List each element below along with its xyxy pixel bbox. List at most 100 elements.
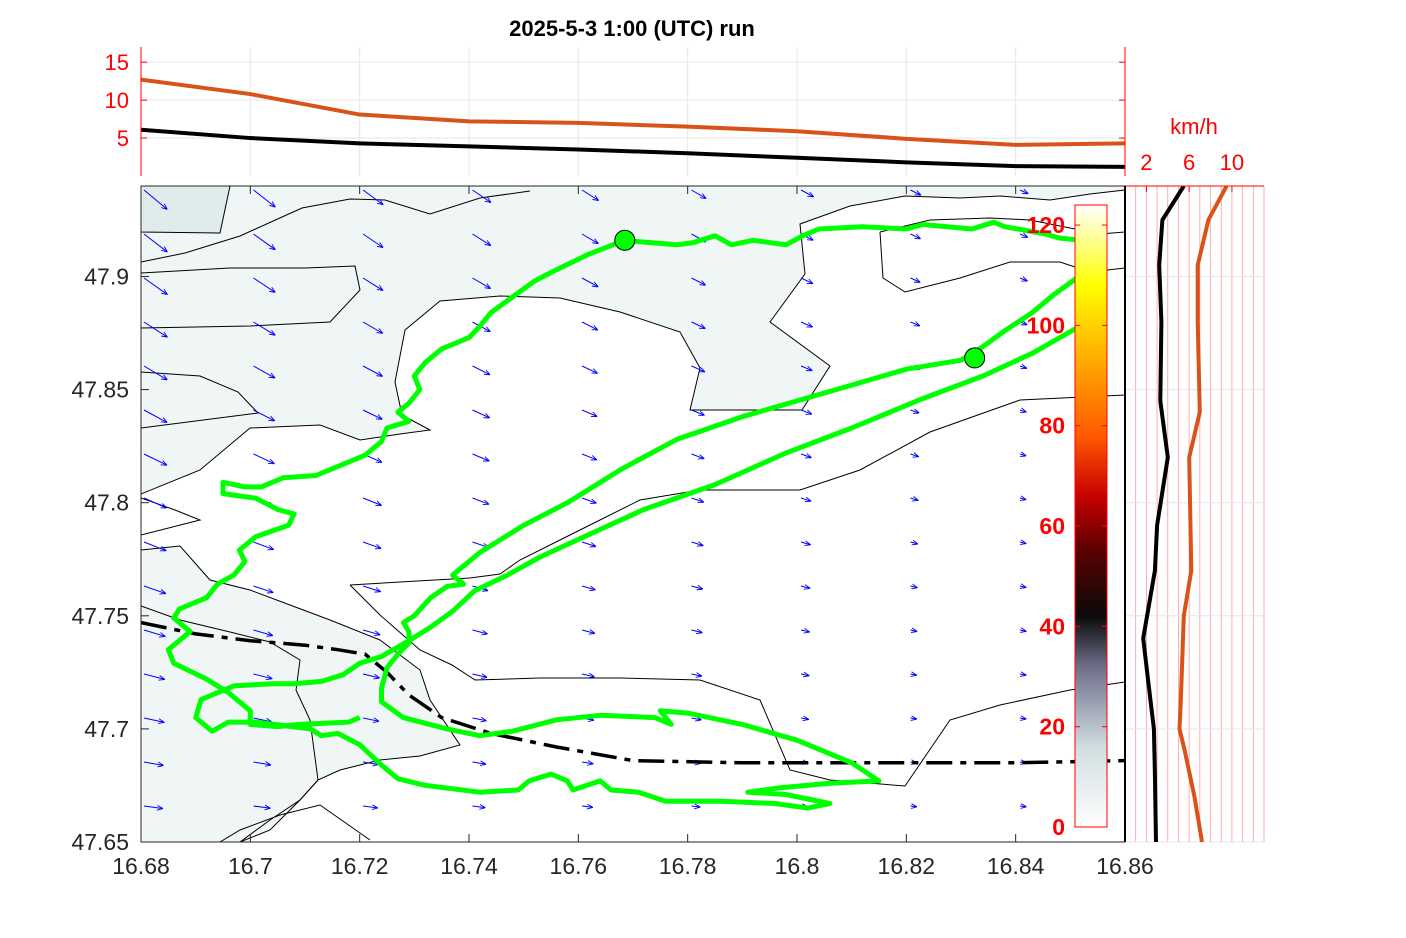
- wind-arrow: [910, 410, 919, 413]
- wind-arrow: [800, 718, 808, 719]
- wind-arrow: [691, 189, 706, 198]
- wind-arrow: [581, 806, 592, 807]
- right-series-group: [1141, 186, 1229, 842]
- top-series-line: [141, 77, 1125, 147]
- wind-arrow: [581, 674, 594, 677]
- wind-arrow: [691, 497, 704, 502]
- wind-arrow: [143, 277, 167, 294]
- map-x-tick-label: 16.86: [1096, 853, 1154, 879]
- wind-arrow: [581, 497, 596, 503]
- wind-arrow: [472, 806, 485, 808]
- wind-arrow: [143, 453, 166, 465]
- wind-arrow: [362, 277, 383, 290]
- wind-arrow: [362, 718, 379, 721]
- wind-arrow: [143, 761, 163, 765]
- wind-arrow: [472, 409, 490, 418]
- wind-arrow: [691, 718, 701, 720]
- top-y-tick-label: 5: [117, 126, 129, 151]
- map-shading: [141, 186, 1125, 842]
- map-ticks: 16.68 16.7 16.72 16.74 16.76 16.78 16.8 16.82 16…: [71, 186, 1154, 879]
- wind-arrow: [691, 674, 702, 676]
- map-y-tick-label: 47.8: [84, 490, 129, 516]
- wind-arrow: [253, 189, 275, 207]
- wind-arrow: [253, 277, 275, 292]
- wind-arrow: [143, 365, 167, 380]
- wind-arrow: [581, 453, 596, 460]
- wind-arrow: [581, 585, 595, 590]
- wind-arrow: [472, 629, 488, 634]
- map-axes: 16.68 16.7 16.72 16.74 16.76 16.78 16.8 16.82 16…: [71, 185, 1154, 879]
- wind-arrow: [581, 233, 598, 243]
- wind-arrow: [910, 542, 918, 544]
- wind-arrow: [581, 630, 595, 633]
- wind-arrow: [581, 365, 597, 373]
- colorbar-tick-label: 100: [1027, 312, 1065, 338]
- wind-arrow: [253, 585, 273, 592]
- wind-arrow: [800, 454, 811, 458]
- shaded-pocket: [141, 186, 231, 234]
- wind-arrow: [691, 321, 705, 328]
- wind-arrow: [581, 541, 596, 546]
- wind-arrow: [800, 277, 813, 283]
- wind-arrow: [472, 189, 491, 202]
- colorbar-ticks: 0 20 40 60 80 100 120: [1027, 212, 1107, 840]
- wind-arrow: [800, 365, 812, 370]
- map-x-tick-label: 16.68: [112, 853, 170, 879]
- colorbar-tick-label: 0: [1052, 814, 1065, 840]
- wind-arrow: [143, 497, 166, 508]
- wind-arrow: [800, 189, 813, 197]
- wind-arrow: [253, 806, 270, 808]
- wind-arrow: [910, 233, 921, 239]
- wind-arrow: [800, 498, 811, 501]
- top-grid: [140, 47, 1126, 176]
- wind-arrow: [800, 674, 809, 676]
- wind-arrow: [253, 717, 272, 722]
- contour-line: [141, 190, 531, 263]
- map-x-tick-label: 16.8: [775, 853, 820, 879]
- wind-arrow: [253, 365, 275, 378]
- wind-arrow: [472, 762, 486, 764]
- wind-arrow: [691, 453, 704, 459]
- top-plot-area: [141, 47, 1125, 176]
- wind-arrow: [472, 718, 487, 721]
- map-contours: [141, 190, 1125, 842]
- wind-arrow: [800, 542, 810, 545]
- chart-title: 2025-5-3 1:00 (UTC) run: [509, 16, 755, 41]
- wind-arrow: [910, 278, 920, 282]
- wind-arrow: [253, 321, 275, 335]
- wind-arrow: [362, 233, 383, 247]
- wind-arrow: [1019, 234, 1027, 237]
- right-series-line: [1141, 186, 1186, 842]
- wind-arrow: [253, 541, 274, 549]
- wind-arrow: [253, 453, 275, 464]
- wind-arrow: [1019, 410, 1026, 412]
- wind-arrow: [472, 365, 490, 375]
- wind-arrow: [143, 717, 164, 722]
- wind-arrow: [362, 541, 381, 548]
- wind-arrow: [253, 762, 271, 765]
- map-x-tick-label: 16.76: [550, 853, 608, 879]
- wind-arrow: [581, 762, 593, 764]
- wind-arrow: [143, 233, 167, 252]
- track-marker: [964, 347, 986, 369]
- wind-arrow: [581, 409, 597, 416]
- wind-arrow: [800, 586, 810, 588]
- colorbar-tick-label: 60: [1039, 513, 1065, 539]
- map-x-tick-label: 16.78: [659, 853, 717, 879]
- colorbar-tick-label: 120: [1027, 212, 1065, 238]
- wind-arrow: [362, 409, 382, 419]
- contour-line: [141, 265, 361, 329]
- wind-arrow: [910, 630, 917, 631]
- colorbar-tick-label: 20: [1039, 714, 1065, 740]
- wind-arrow: [800, 321, 812, 327]
- right-profile-axes: 2 6 10 km/h: [1124, 114, 1265, 843]
- right-x-ticks: 2 6 10: [1140, 150, 1244, 192]
- wind-arrow: [253, 673, 272, 679]
- wind-arrow: [253, 233, 275, 249]
- wind-arrow: [472, 233, 491, 245]
- wind-arrow: [910, 674, 917, 675]
- wind-arrow: [1019, 718, 1026, 719]
- colorbar-tick-label: 40: [1039, 613, 1065, 639]
- wind-arrow: [143, 673, 164, 679]
- right-x-label: km/h: [1170, 114, 1218, 139]
